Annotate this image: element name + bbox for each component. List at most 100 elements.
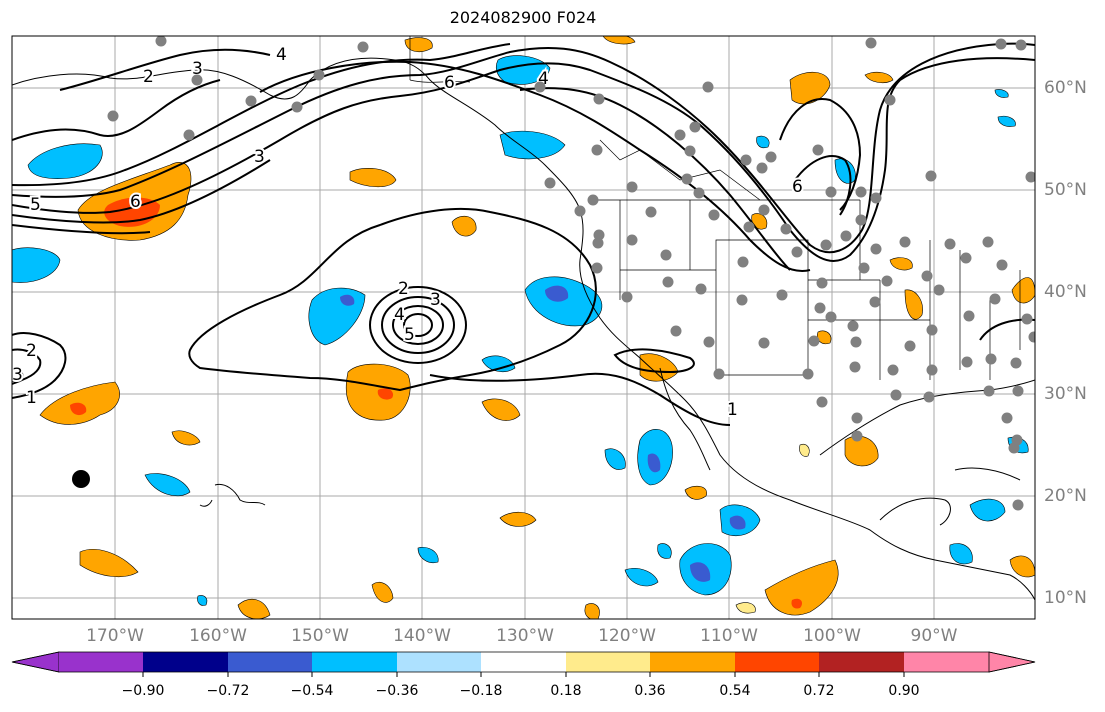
station-marker <box>695 283 707 295</box>
station-marker <box>191 74 203 86</box>
station-marker <box>982 236 994 248</box>
station-marker <box>926 364 938 376</box>
station-markers <box>107 36 1035 511</box>
positive-anomaly-fills <box>39 36 1035 619</box>
station-marker <box>851 412 863 424</box>
station-marker <box>921 270 933 282</box>
station-marker <box>1028 331 1035 343</box>
station-marker <box>884 94 896 106</box>
station-marker <box>776 289 788 301</box>
station-marker <box>670 325 682 337</box>
station-marker <box>808 335 820 347</box>
contour-label: 6 <box>444 73 455 93</box>
contour-label: 4 <box>394 305 405 325</box>
colorbar <box>11 651 1036 677</box>
colorbar-tick: −0.72 <box>206 683 250 699</box>
station-marker <box>593 229 605 241</box>
station-marker <box>758 204 770 216</box>
colorbar-tick: −0.54 <box>290 683 334 699</box>
station-marker <box>291 101 303 113</box>
lat-label: 10°N <box>1044 588 1087 608</box>
station-marker <box>887 364 899 376</box>
negative-anomaly-fills <box>12 55 1029 606</box>
colorbar-cell <box>143 652 228 672</box>
colorbar-over-arrow <box>988 651 1036 673</box>
station-marker <box>995 38 1007 50</box>
colorbar-cell <box>566 652 650 672</box>
contour-label: 1 <box>727 400 738 420</box>
station-marker <box>587 194 599 206</box>
station-marker <box>944 238 956 250</box>
station-marker <box>574 205 586 217</box>
contour-labels: 2 3 4 6 4 6 3 5 6 2 3 4 5 2 3 1 1 <box>12 43 805 422</box>
station-marker <box>703 336 715 348</box>
colorbar-cell <box>59 652 143 672</box>
lon-label: 130°W <box>496 626 554 646</box>
station-marker <box>825 186 837 198</box>
station-marker <box>963 310 975 322</box>
station-marker <box>816 396 828 408</box>
lat-label: 60°N <box>1044 78 1087 98</box>
station-marker <box>996 259 1008 271</box>
contour-label: 1 <box>26 388 37 408</box>
station-marker <box>840 230 852 242</box>
station-marker <box>1011 434 1023 446</box>
contour-label: 5 <box>30 195 41 215</box>
station-marker <box>847 320 859 332</box>
station-marker <box>689 121 701 133</box>
station-marker <box>357 41 369 53</box>
contour-label: 6 <box>130 192 141 212</box>
station-marker <box>1012 499 1024 511</box>
station-marker <box>983 385 995 397</box>
colorbar-under-arrow <box>11 651 60 673</box>
lon-label: 150°W <box>291 626 349 646</box>
lon-label: 110°W <box>700 626 758 646</box>
colorbar-cell <box>312 652 397 672</box>
contour-label: 5 <box>404 325 415 345</box>
colorbar-tick: 0.18 <box>550 683 582 699</box>
colorbar-tick: 0.90 <box>888 683 920 699</box>
station-marker <box>107 110 119 122</box>
contour-label: 3 <box>192 59 203 79</box>
station-marker <box>645 206 657 218</box>
station-marker <box>1025 171 1035 183</box>
station-marker <box>245 95 257 107</box>
station-marker <box>923 391 935 403</box>
station-marker <box>926 324 938 336</box>
station-marker <box>825 311 837 323</box>
state-borders <box>409 36 1021 380</box>
station-marker <box>1012 385 1024 397</box>
contour-label: 4 <box>276 45 287 65</box>
weather-map[interactable]: 2 3 4 6 4 6 3 5 6 2 3 4 5 2 3 1 1 <box>0 0 1105 640</box>
station-marker <box>702 81 714 93</box>
colorbar-cell <box>397 652 481 672</box>
station-marker <box>780 223 792 235</box>
station-marker <box>855 186 867 198</box>
colorbar-tick: 0.54 <box>719 683 751 699</box>
map-title: 2024082900 F024 <box>449 8 597 27</box>
station-marker <box>758 337 770 349</box>
contour-label: 3 <box>254 147 265 167</box>
station-marker <box>662 276 674 288</box>
station-marker <box>989 293 1001 305</box>
station-marker <box>591 262 603 274</box>
station-marker <box>183 129 195 141</box>
colorbar-cell <box>735 652 819 672</box>
station-marker <box>855 214 867 226</box>
station-marker <box>591 144 603 156</box>
station-marker <box>684 145 696 157</box>
station-marker <box>708 209 720 221</box>
station-marker <box>869 296 881 308</box>
station-marker <box>849 361 861 373</box>
station-marker <box>960 252 972 264</box>
station-marker <box>681 173 693 185</box>
colorbar-tick: −0.90 <box>121 683 165 699</box>
station-marker <box>961 356 973 368</box>
station-marker <box>881 275 893 287</box>
contour-label: 2 <box>26 341 37 361</box>
station-marker <box>534 81 546 93</box>
station-marker <box>593 93 605 105</box>
station-marker <box>592 237 604 249</box>
station-marker <box>816 277 828 289</box>
colorbar-cell <box>819 652 904 672</box>
